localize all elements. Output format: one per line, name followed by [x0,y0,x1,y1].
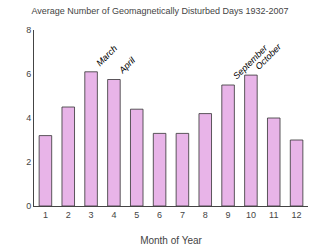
svg-text:8: 8 [26,25,31,35]
svg-text:Month of Year: Month of Year [140,235,202,246]
svg-text:7: 7 [180,210,185,220]
svg-text:April: April [116,55,137,76]
svg-text:Average Number of Geomagnetica: Average Number of Geomagnetically Distur… [32,6,289,16]
svg-text:October: October [253,41,283,71]
svg-text:September: September [231,42,270,81]
svg-text:2: 2 [66,210,71,220]
svg-text:0: 0 [26,201,31,211]
svg-text:12: 12 [292,210,302,220]
svg-text:6: 6 [157,210,162,220]
svg-text:6: 6 [26,69,31,79]
svg-text:8: 8 [203,210,208,220]
svg-text:1: 1 [43,210,48,220]
svg-text:11: 11 [269,210,278,220]
svg-text:5: 5 [134,210,139,220]
svg-text:10: 10 [246,210,256,220]
svg-text:4: 4 [111,210,116,220]
svg-text:2: 2 [26,157,31,167]
svg-text:3: 3 [89,210,94,220]
svg-text:9: 9 [226,210,231,220]
svg-text:March: March [94,43,119,68]
svg-text:4: 4 [26,113,31,123]
